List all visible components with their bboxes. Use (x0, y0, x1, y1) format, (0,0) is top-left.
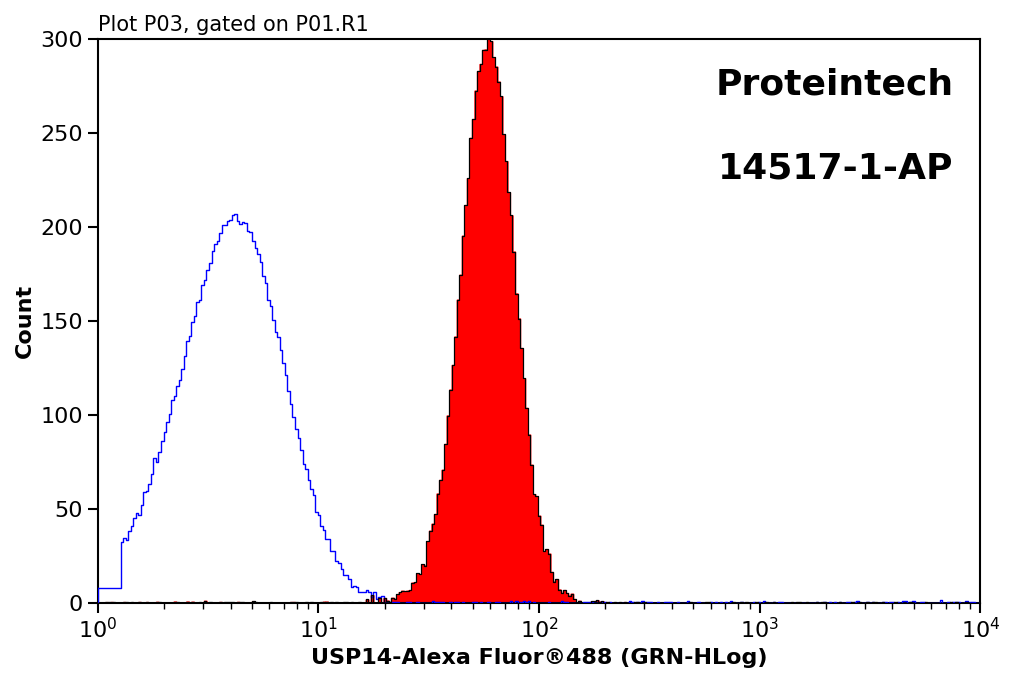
Text: Plot P03, gated on P01.R1: Plot P03, gated on P01.R1 (97, 15, 368, 35)
Y-axis label: Count: Count (15, 284, 35, 358)
Text: 14517-1-AP: 14517-1-AP (719, 152, 954, 186)
X-axis label: USP14-Alexa Fluor®488 (GRN-HLog): USP14-Alexa Fluor®488 (GRN-HLog) (311, 648, 767, 668)
Text: Proteintech: Proteintech (716, 68, 954, 102)
